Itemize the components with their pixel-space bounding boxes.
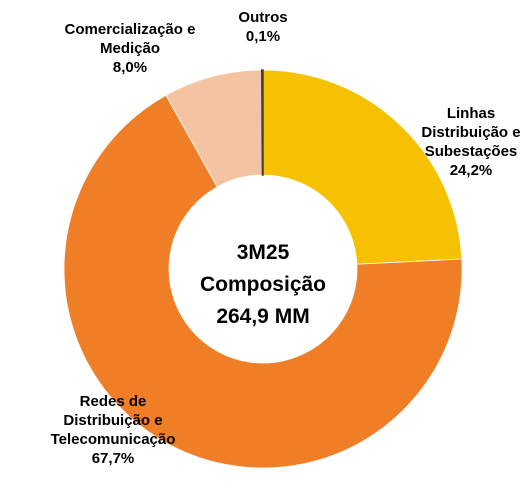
- value-label: 8,0%: [112, 59, 148, 76]
- slice-label: Outros 0,1%: [213, 8, 313, 46]
- donut-slice: [260, 69, 264, 176]
- category-label: Redes de Distribuição e Telecomunicação: [50, 393, 176, 448]
- value-label: 67,7%: [91, 450, 135, 467]
- donut-slice: [262, 69, 463, 265]
- center-title-line: 3M25: [236, 241, 290, 264]
- value-label: 0,1%: [245, 28, 281, 45]
- donut-slice: [63, 94, 463, 469]
- slice-label: Redes de Distribuição e Telecomunicação …: [38, 392, 188, 468]
- slice-label: Comercialização e Medição 8,0%: [40, 20, 220, 77]
- slice-label: Linhas Distribuição e Subestações 24,2%: [412, 104, 530, 180]
- category-label: Outros: [238, 9, 288, 26]
- value-label: 24,2%: [449, 162, 493, 179]
- center-title-line: 264,9 MM: [216, 305, 310, 328]
- category-label: Comercialização e Medição: [64, 21, 196, 57]
- category-label: Linhas Distribuição e Subestações: [421, 105, 521, 160]
- center-title-line: Composição: [199, 273, 327, 296]
